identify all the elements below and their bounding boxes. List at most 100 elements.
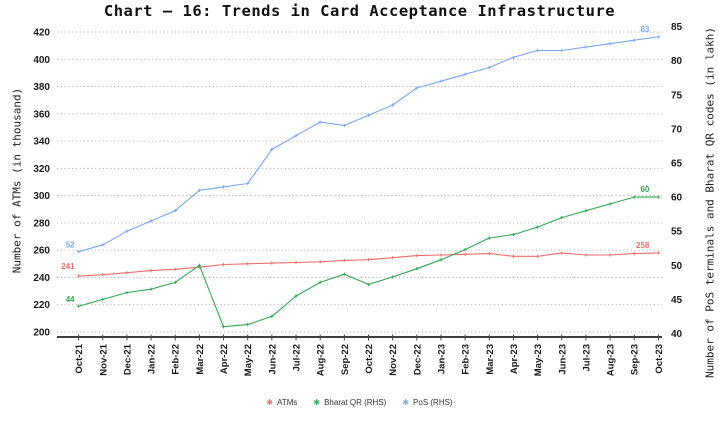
x-tick-label: Nov-21 <box>98 343 109 375</box>
x-tick-label: Feb-22 <box>171 344 182 375</box>
x-tick-label: Apr-23 <box>509 344 520 374</box>
left-axis-tick-label: 380 <box>33 82 50 93</box>
point-marker <box>366 113 371 117</box>
data-label: 241 <box>61 262 75 271</box>
point-marker <box>487 251 491 256</box>
left-axis-tick-label: 220 <box>33 300 50 311</box>
point-marker <box>342 272 347 276</box>
point-marker <box>173 209 177 213</box>
data-label: 44 <box>66 295 75 304</box>
x-tick-label: Jun-23 <box>557 344 568 375</box>
legend-item-atms: ✱ ATMs <box>266 398 297 407</box>
left-axis-tick-label: 360 <box>33 109 50 120</box>
point-marker <box>511 55 516 59</box>
x-tick-label: Jul-22 <box>292 344 303 371</box>
x-tick-label: May-22 <box>243 344 254 376</box>
point-marker <box>101 243 105 247</box>
x-tick-label: Jan-23 <box>436 344 447 374</box>
x-tick-label: Aug-22 <box>316 344 327 376</box>
point-marker <box>294 260 298 265</box>
left-axis-tick-label: 320 <box>33 164 50 175</box>
point-marker <box>656 195 661 199</box>
point-marker <box>632 195 636 199</box>
point-marker <box>560 48 564 53</box>
x-tick-label: May-23 <box>533 344 544 376</box>
right-axis-tick-label: 60 <box>671 193 683 204</box>
x-tick-label: Apr-22 <box>219 344 230 374</box>
point-marker <box>173 267 177 271</box>
point-marker <box>173 280 177 285</box>
point-marker <box>197 263 202 267</box>
series-line-bharat-qr-rhs- <box>78 196 659 328</box>
point-marker <box>342 258 347 263</box>
legend-label: ATMs <box>277 398 298 407</box>
data-label: 60 <box>640 185 649 194</box>
legend-marker-icon: ✱ <box>313 397 321 407</box>
left-axis-tick-label: 200 <box>33 328 50 339</box>
point-marker <box>366 282 371 287</box>
legend-marker-icon: ✱ <box>402 397 410 407</box>
point-marker <box>101 273 105 277</box>
left-axis-tick-label: 340 <box>33 137 50 148</box>
x-tick-label: Jul-23 <box>581 344 592 371</box>
x-tick-label: Sep-22 <box>340 344 351 375</box>
point-marker <box>463 252 467 256</box>
point-marker <box>415 253 419 258</box>
point-marker <box>560 215 564 220</box>
point-marker <box>632 251 636 256</box>
x-tick-label: Feb-23 <box>461 344 472 375</box>
point-marker <box>608 202 612 206</box>
point-marker <box>318 280 322 285</box>
point-marker <box>511 254 516 259</box>
data-label: 52 <box>66 241 75 250</box>
point-marker <box>101 297 105 302</box>
point-marker <box>270 147 274 152</box>
x-tick-label: Oct-23 <box>654 344 665 374</box>
right-axis-tick-label: 45 <box>671 295 683 306</box>
left-axis-tick-label: 280 <box>33 218 50 229</box>
x-tick-label: Nov-22 <box>388 344 399 376</box>
point-marker <box>221 262 226 267</box>
point-marker <box>439 79 443 83</box>
x-tick-label: Mar-23 <box>485 344 496 375</box>
data-label: 258 <box>636 241 650 250</box>
left-axis-tick-label: 420 <box>33 28 50 39</box>
point-marker <box>342 123 347 128</box>
right-axis-tick-label: 70 <box>671 124 683 135</box>
right-axis-tick-label: 40 <box>671 329 683 340</box>
left-axis-tick-label: 240 <box>33 273 50 284</box>
point-marker <box>294 134 298 138</box>
point-marker <box>149 219 153 223</box>
point-marker <box>318 120 322 124</box>
series-line-pos-rhs- <box>78 36 659 253</box>
point-marker <box>76 249 81 254</box>
point-marker <box>221 185 226 189</box>
point-marker <box>415 86 419 90</box>
point-marker <box>149 268 153 273</box>
point-marker <box>535 254 540 259</box>
point-marker <box>439 253 443 257</box>
point-marker <box>608 253 612 257</box>
x-tick-label: Mar-22 <box>195 344 206 375</box>
data-label: 83 <box>640 25 649 34</box>
point-marker <box>487 236 491 240</box>
right-axis-tick-label: 80 <box>671 56 683 67</box>
x-tick-label: Dec-21 <box>122 343 133 375</box>
x-tick-label: Jun-22 <box>267 344 278 375</box>
x-tick-label: Oct-22 <box>364 344 375 374</box>
point-marker <box>125 229 129 233</box>
point-marker <box>366 258 371 262</box>
point-marker <box>439 258 443 262</box>
point-marker <box>632 38 636 42</box>
right-axis-tick-label: 50 <box>671 261 683 272</box>
point-marker <box>318 260 322 264</box>
legend-item-bharat-qr-rhs-: ✱ Bharat QR (RHS) <box>313 398 386 407</box>
point-marker <box>560 251 564 255</box>
right-axis-tick-label: 75 <box>671 90 683 101</box>
series-line-atms <box>78 252 659 277</box>
point-marker <box>535 48 540 53</box>
chart-title: Chart – 16: Trends in Card Acceptance In… <box>103 2 616 20</box>
chart-legend: ✱ ATMs ✱ Bharat QR (RHS) ✱ PoS (RHS) <box>0 398 719 407</box>
point-marker <box>390 103 395 107</box>
